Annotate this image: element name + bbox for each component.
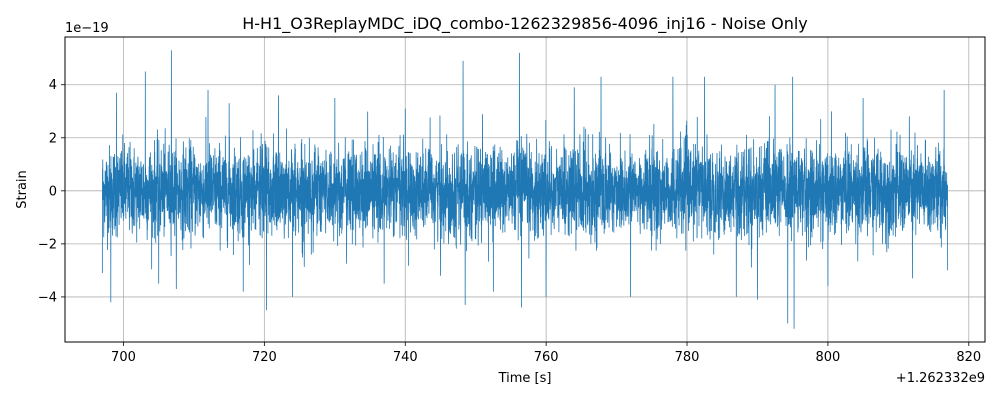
x-tick-label: 800 (815, 350, 840, 365)
y-tick-label: −2 (38, 237, 57, 252)
x-tick-label: 820 (956, 350, 981, 365)
y-axis-scale-label: 1e−19 (65, 21, 109, 36)
axes-frame (64, 36, 986, 343)
x-tick-label: 700 (111, 350, 136, 365)
series-line-strain (101, 50, 949, 329)
y-axis-ticks: −4 −2 0 2 4 (38, 78, 65, 305)
y-tick-label: 4 (49, 78, 57, 93)
y-tick-label: −4 (38, 290, 57, 305)
y-tick-label: 2 (49, 131, 57, 146)
chart-title: H-H1_O3ReplayMDC_iDQ_combo-1262329856-40… (242, 14, 808, 34)
x-tick-label: 720 (252, 350, 277, 365)
x-tick-label: 760 (534, 350, 559, 365)
x-axis-label: Time [s] (498, 371, 552, 386)
y-tick-label: 0 (49, 184, 57, 199)
y-axis-label: Strain (15, 170, 30, 209)
x-axis-offset-label: +1.262332e9 (896, 371, 985, 386)
x-tick-label: 780 (675, 350, 700, 365)
x-tick-label: 740 (393, 350, 418, 365)
plot-area (101, 50, 949, 329)
x-axis-ticks: 700 720 740 760 780 800 820 (111, 342, 981, 365)
